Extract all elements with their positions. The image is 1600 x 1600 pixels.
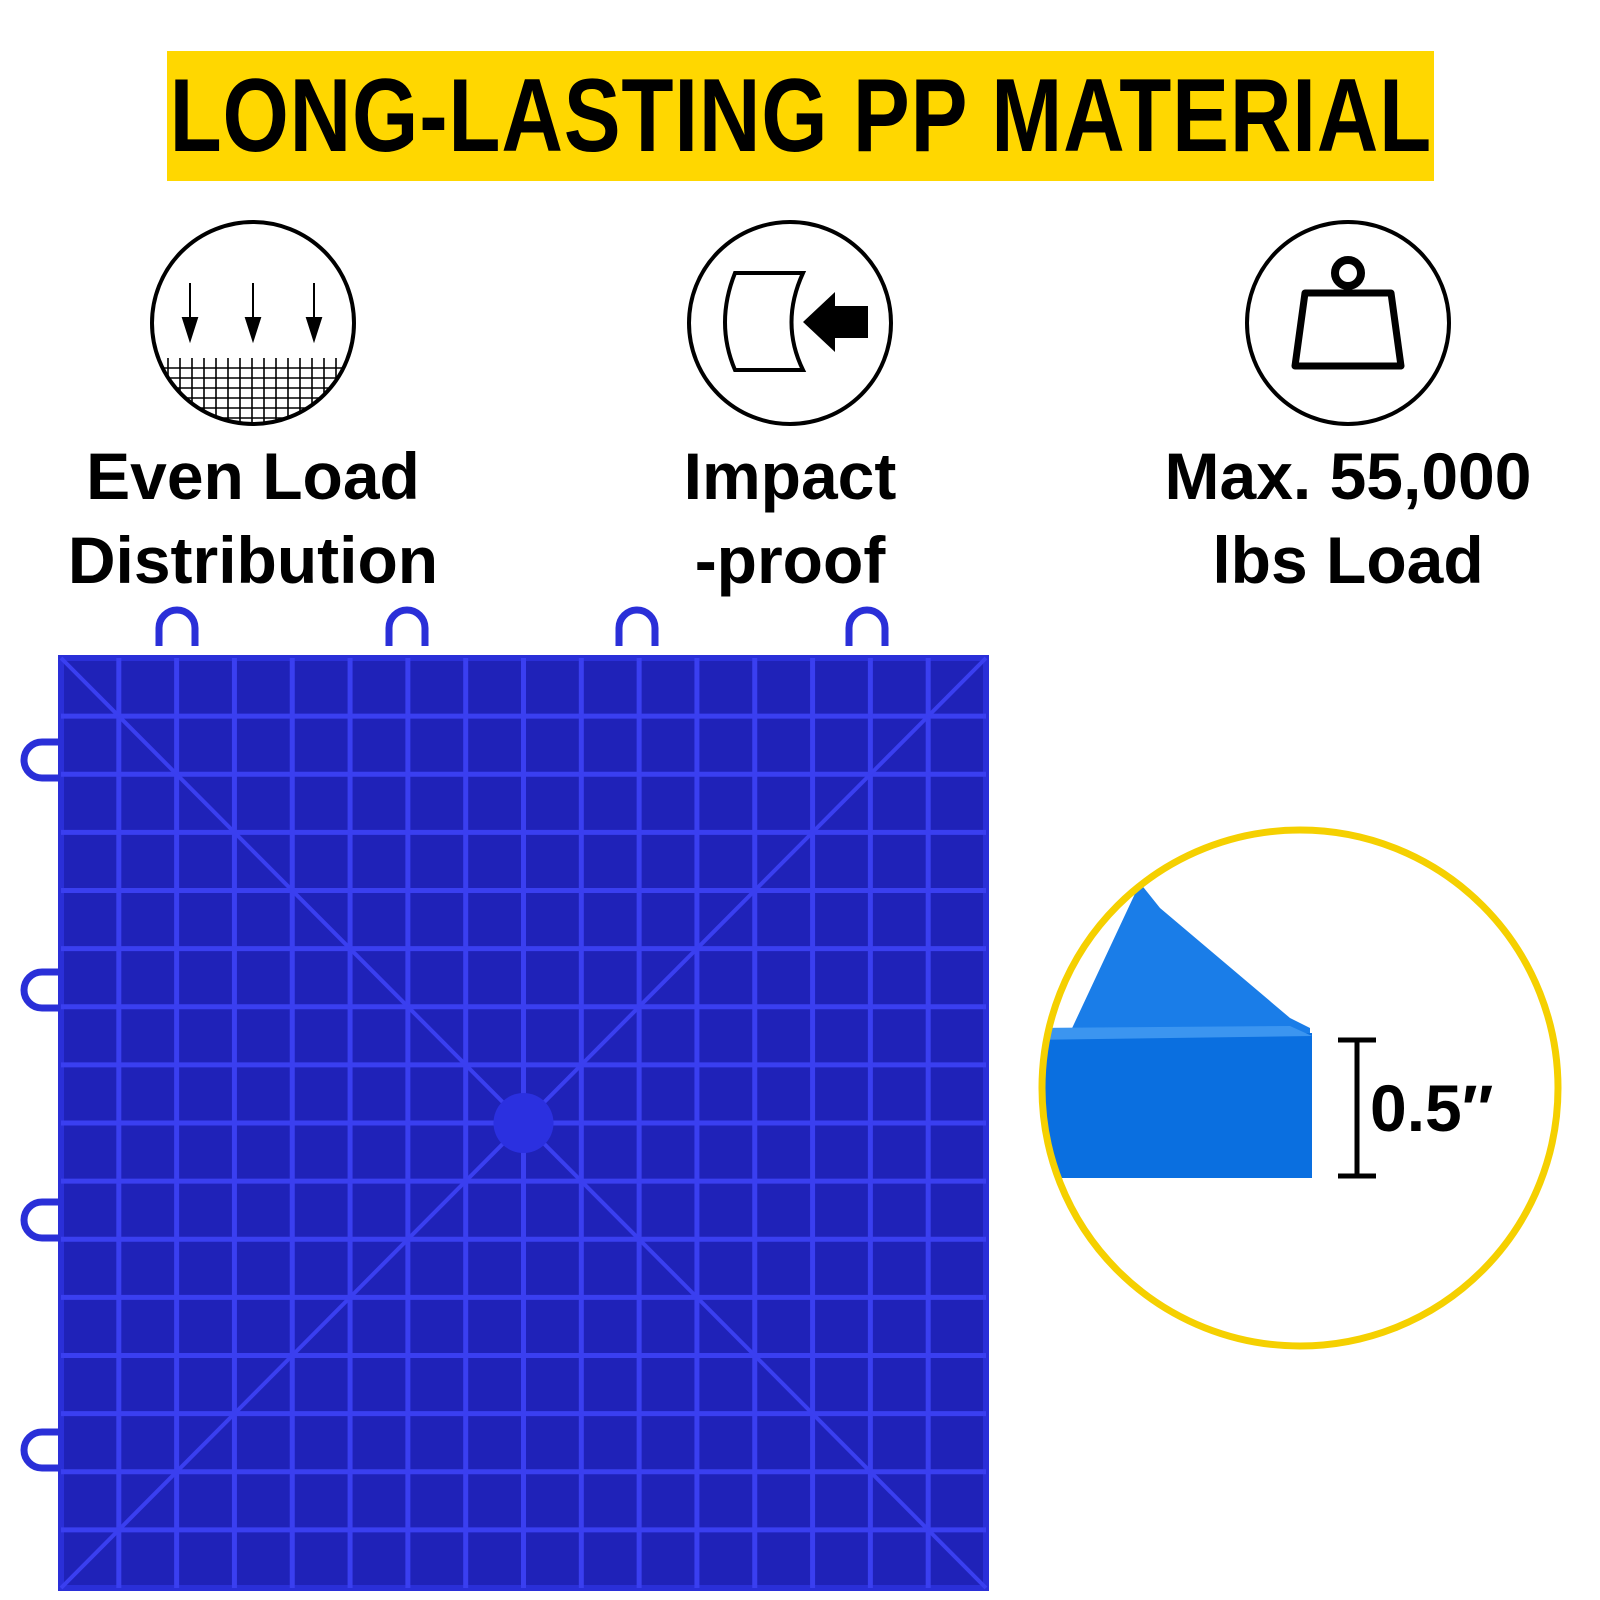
connector-loop bbox=[845, 606, 889, 646]
connector-loop bbox=[20, 1428, 61, 1472]
connector-loop bbox=[155, 606, 199, 646]
banner-title: LONG-LASTING PP MATERIAL bbox=[169, 57, 1432, 174]
thickness-label: 0.5″ bbox=[1370, 1071, 1494, 1145]
title-banner: LONG-LASTING PP MATERIAL bbox=[167, 51, 1434, 181]
center-hub bbox=[493, 1093, 554, 1153]
weight-icon bbox=[1245, 220, 1451, 426]
feature-line: -proof bbox=[694, 523, 886, 597]
feature-label: Even Load Distribution bbox=[33, 434, 473, 602]
connector-loop bbox=[20, 968, 61, 1012]
connector-loop bbox=[385, 606, 429, 646]
floor-tile-image bbox=[20, 606, 989, 1591]
feature-line: Distribution bbox=[67, 523, 439, 597]
feature-line: Even Load bbox=[86, 439, 420, 513]
feature-label: Max. 55,000 lbs Load bbox=[1128, 434, 1568, 602]
feature-impact-proof: Impact -proof bbox=[570, 218, 1010, 602]
thickness-detail-circle bbox=[1038, 826, 1562, 1350]
connector-loop bbox=[615, 606, 659, 646]
feature-line: lbs Load bbox=[1212, 523, 1484, 597]
feature-max-load: Max. 55,000 lbs Load bbox=[1128, 218, 1568, 602]
feature-even-load: Even Load Distribution bbox=[33, 218, 473, 602]
feature-line: Max. 55,000 bbox=[1164, 439, 1532, 513]
connector-loop bbox=[20, 1198, 61, 1242]
feature-line: Impact bbox=[683, 439, 897, 513]
impact-icon bbox=[687, 220, 893, 426]
feature-label: Impact -proof bbox=[570, 434, 1010, 602]
even-load-icon bbox=[150, 220, 356, 426]
connector-loop bbox=[20, 738, 61, 782]
